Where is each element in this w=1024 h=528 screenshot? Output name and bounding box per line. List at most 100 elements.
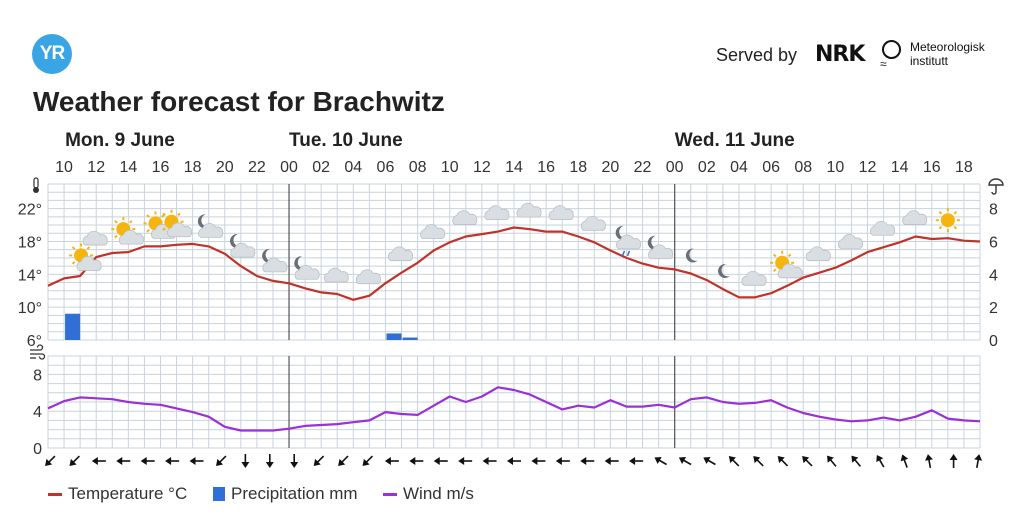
wind-arrow-head — [338, 458, 346, 466]
wind-arrow-head — [974, 454, 983, 461]
sun-ray — [162, 212, 166, 217]
sun-ray — [177, 212, 181, 217]
sun-ray — [146, 229, 150, 233]
cloud-shape — [198, 223, 224, 238]
temperature-line — [47, 226, 981, 301]
hour-tick-label: 04 — [344, 159, 362, 176]
cloud-shape — [805, 246, 831, 262]
temp-tick-label: 14° — [18, 267, 42, 284]
cloud-shape — [167, 222, 193, 238]
rain-drop — [621, 250, 626, 257]
cloud-shape — [420, 224, 446, 239]
sun-ray — [71, 261, 76, 265]
wind-arrow-head — [555, 457, 562, 465]
moon-shape — [294, 256, 307, 271]
cloud-shape — [548, 205, 574, 221]
sun-ray — [772, 253, 777, 258]
wind-arrow — [949, 453, 958, 468]
wind-stroke — [30, 353, 46, 360]
thermometer-bulb — [33, 187, 39, 193]
cloud-shape — [355, 269, 381, 285]
hour-tick-label: 02 — [698, 159, 716, 176]
met-wave-icon: ≈ — [880, 57, 887, 71]
legend-wind-swatch — [383, 492, 397, 496]
hour-tick-label: 10 — [441, 159, 459, 176]
wind-arrow — [654, 457, 667, 466]
wind-arrow — [313, 455, 325, 466]
partly-moon-icon — [197, 214, 224, 238]
legend-temperature-swatch — [48, 492, 62, 496]
yr-logo[interactable]: YR — [32, 34, 72, 74]
wind-arrow-head — [507, 457, 513, 465]
hour-tick-label: 02 — [312, 159, 330, 176]
wind-arrow-head — [241, 461, 250, 468]
partly-sunny-icon — [111, 217, 144, 245]
sun-ray — [162, 227, 166, 231]
cloud-shape — [294, 264, 320, 280]
wind-arrow-head — [116, 457, 123, 465]
cloud-icon — [323, 267, 349, 283]
met-logo-text[interactable]: Meteorologisk institutt — [910, 40, 985, 68]
precip-tick-label: 6 — [989, 234, 998, 251]
hour-tick-label: 22 — [634, 159, 652, 176]
sun-ray — [161, 214, 165, 218]
wind-arrow-head — [45, 458, 53, 466]
hour-tick-label: 14 — [119, 159, 137, 176]
moon-shape — [718, 264, 730, 279]
wind-arrow-head — [925, 454, 933, 461]
wind-arrow-head — [703, 457, 711, 464]
wind-arrow-head — [678, 457, 687, 464]
partly-sunny-icon — [770, 250, 803, 279]
hour-tick-label: 14 — [891, 159, 909, 176]
wind-arrow — [458, 457, 473, 465]
cloud-rain-moon-icon — [615, 225, 641, 257]
wind-arrow — [753, 456, 764, 467]
cloud-icon — [837, 234, 863, 249]
wind-arrow — [69, 455, 80, 466]
top-grid-fine — [48, 183, 980, 333]
wind-arrow — [728, 456, 740, 467]
cloud-icon — [420, 224, 446, 239]
legend-precipitation-label: Precipitation mm — [231, 484, 358, 503]
umbrella-canopy — [988, 178, 1004, 186]
cloud-shape — [580, 215, 606, 231]
precip-tick-label: 0 — [989, 333, 998, 350]
nrk-logo[interactable]: NRK — [815, 42, 865, 67]
page-title: Weather forecast for Brachwitz — [33, 86, 445, 117]
wind-arrow-head — [900, 454, 909, 462]
temp-tick-label: 10° — [18, 300, 42, 317]
hour-tick-label: 18 — [955, 159, 973, 176]
wind-arrow — [974, 454, 983, 469]
moon-shape — [229, 234, 242, 249]
cloud-shape — [648, 244, 674, 260]
wind-arrow — [362, 455, 373, 466]
cloud-shape — [837, 234, 863, 249]
wind-arrow-head — [802, 456, 810, 464]
wind-arrow-head — [140, 457, 147, 465]
cloud-icon — [741, 270, 767, 286]
wind-arrow-head — [604, 457, 611, 465]
wind-arrow — [876, 454, 885, 468]
wind-arrow-head — [362, 458, 370, 466]
hour-tick-label: 12 — [859, 159, 877, 176]
legend-temperature: Temperature °C — [48, 484, 187, 504]
wind-stroke — [30, 344, 44, 351]
cloud-shape — [484, 205, 510, 221]
wind-arrow — [189, 457, 204, 465]
cloud-shape — [118, 229, 144, 245]
wind-tick-label: 4 — [33, 404, 42, 421]
sun-ray — [86, 246, 91, 250]
sun-ray — [953, 210, 958, 215]
cloud-icon — [805, 246, 831, 262]
thermometer-stem — [33, 177, 39, 189]
hour-tick-label: 18 — [184, 159, 202, 176]
rain-drop — [626, 250, 631, 257]
cloud-icon — [355, 269, 381, 285]
wind-arrow — [826, 455, 837, 467]
cloud-icon — [580, 215, 606, 231]
legend-wind: Wind m/s — [383, 484, 474, 504]
moon-shape — [615, 225, 628, 240]
wind-icon — [30, 344, 46, 360]
wind-arrow-head — [189, 457, 196, 465]
